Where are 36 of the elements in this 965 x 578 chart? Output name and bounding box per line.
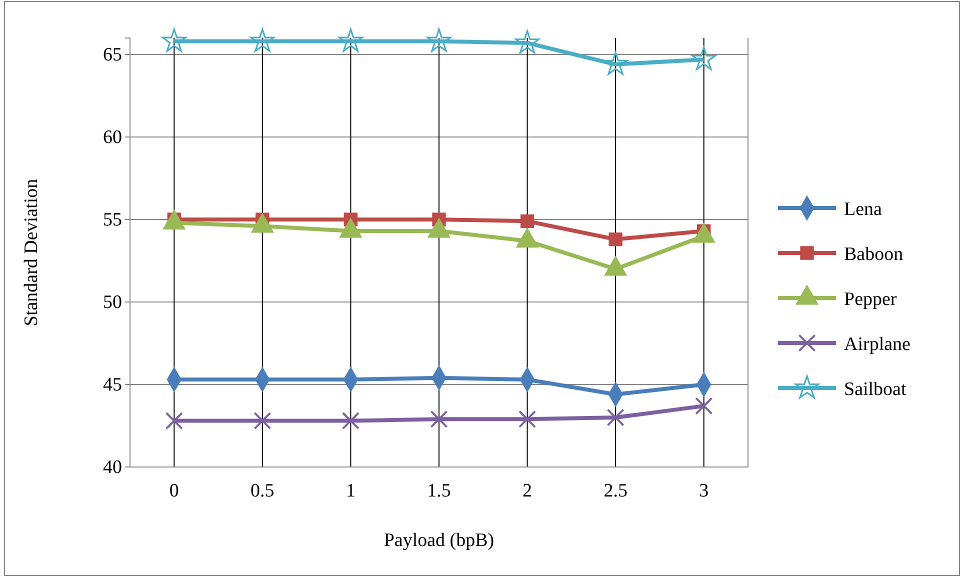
y-tick-label: 50 xyxy=(103,292,122,314)
y-tick-label: 60 xyxy=(103,127,122,148)
point xyxy=(165,412,183,430)
point xyxy=(430,410,448,428)
x-tick-label: 0 xyxy=(169,480,179,502)
point xyxy=(342,412,360,430)
legend-label: Airplane xyxy=(844,334,910,355)
point xyxy=(515,30,540,54)
y-tick-label: 45 xyxy=(103,374,122,396)
legend-label: Sailboat xyxy=(844,379,907,400)
point xyxy=(250,28,275,52)
x-tick-label: 2.5 xyxy=(604,480,628,502)
point xyxy=(603,52,628,75)
point xyxy=(608,232,622,246)
point xyxy=(520,214,534,228)
legend-label: Pepper xyxy=(844,289,898,310)
point xyxy=(254,412,272,430)
y-tick-label: 55 xyxy=(103,210,122,231)
legend-label: Baboon xyxy=(844,244,904,265)
x-tick-label: 1 xyxy=(346,480,356,502)
x-tick-label: 3 xyxy=(699,480,709,502)
y-tick-label: 65 xyxy=(103,44,122,66)
point xyxy=(695,397,713,415)
point xyxy=(692,46,716,70)
point xyxy=(518,410,536,428)
point xyxy=(606,408,624,426)
y-tick-label: 40 xyxy=(103,457,122,478)
point xyxy=(338,28,363,52)
legend-label: Lena xyxy=(844,199,883,220)
x-tick-label: 2 xyxy=(522,480,532,502)
y-axis-title: Standard Deviation xyxy=(21,178,42,326)
x-axis-title: Payload (bpB) xyxy=(384,530,494,551)
point xyxy=(162,28,186,52)
x-tick-label: 1.5 xyxy=(427,480,451,502)
point xyxy=(426,28,452,52)
x-tick-label: 0.5 xyxy=(250,480,274,502)
